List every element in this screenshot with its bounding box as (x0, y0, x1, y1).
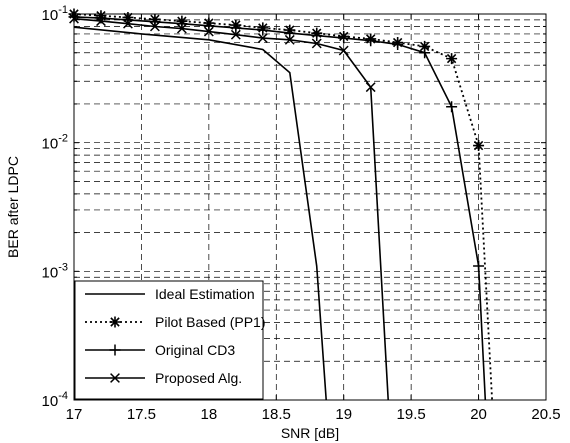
plus-marker (176, 18, 188, 30)
y-tick-label: 10-1 (42, 4, 68, 24)
series-original-cd3 (68, 11, 487, 401)
legend-label: Pilot Based (PP1) (155, 314, 266, 330)
y-tick-label: 10-2 (42, 133, 68, 153)
axes-frame (73, 13, 547, 401)
series-layer (68, 8, 493, 401)
x-marker (96, 16, 106, 27)
asterisk-marker (446, 53, 458, 65)
legend-label: Proposed Alg. (155, 370, 242, 386)
legend: Ideal Estimation Pilot Based (PP1) Origina… (74, 280, 266, 400)
y-axis-label: BER after LDPC (5, 156, 21, 258)
plus-marker (284, 27, 296, 39)
series-ideal-estimation (73, 26, 327, 401)
plus-marker (392, 38, 404, 50)
plus-marker (257, 24, 269, 36)
asterisk-marker (473, 140, 485, 152)
x-marker (311, 38, 322, 49)
x-marker (338, 45, 349, 56)
x-tick-label: 20 (470, 406, 487, 423)
x-tick-label: 17 (66, 406, 83, 423)
plus-marker (446, 101, 458, 113)
series-line (73, 26, 327, 401)
legend-box (74, 280, 264, 400)
plus-marker (109, 344, 121, 356)
x-tick-label: 18.5 (262, 406, 291, 423)
x-marker (123, 18, 133, 29)
x-axis-label: SNR [dB] (281, 425, 339, 441)
plus-marker (473, 260, 485, 272)
x-tick-label: 18 (201, 406, 218, 423)
y-tick-label: 10-4 (42, 390, 68, 410)
x-marker (203, 26, 214, 37)
ticks: 17 17.5 18 18.5 19 19.5 20 20.5 10-1 10-2 10-3 10-4 (42, 4, 561, 423)
legend-label: Ideal Estimation (155, 286, 255, 302)
x-tick-label: 17.5 (127, 406, 156, 423)
x-marker (110, 373, 120, 383)
asterisk-marker (109, 316, 121, 328)
asterisk-marker (419, 40, 431, 52)
x-marker (284, 34, 295, 45)
plus-marker (203, 20, 215, 32)
grid (74, 14, 546, 400)
plus-marker (419, 47, 431, 59)
legend-label: Original CD3 (155, 342, 235, 358)
plus-marker (365, 35, 377, 47)
plus-marker (230, 22, 242, 34)
x-marker (365, 82, 376, 93)
x-tick-label: 20.5 (531, 406, 560, 423)
x-tick-label: 19.5 (397, 406, 426, 423)
x-marker (257, 33, 268, 44)
plus-marker (311, 30, 323, 42)
x-tick-label: 19 (335, 406, 352, 423)
y-tick-label: 10-3 (42, 261, 68, 281)
x-marker (230, 29, 241, 40)
x-marker (149, 21, 160, 32)
x-marker (176, 23, 187, 34)
plus-marker (338, 32, 350, 44)
